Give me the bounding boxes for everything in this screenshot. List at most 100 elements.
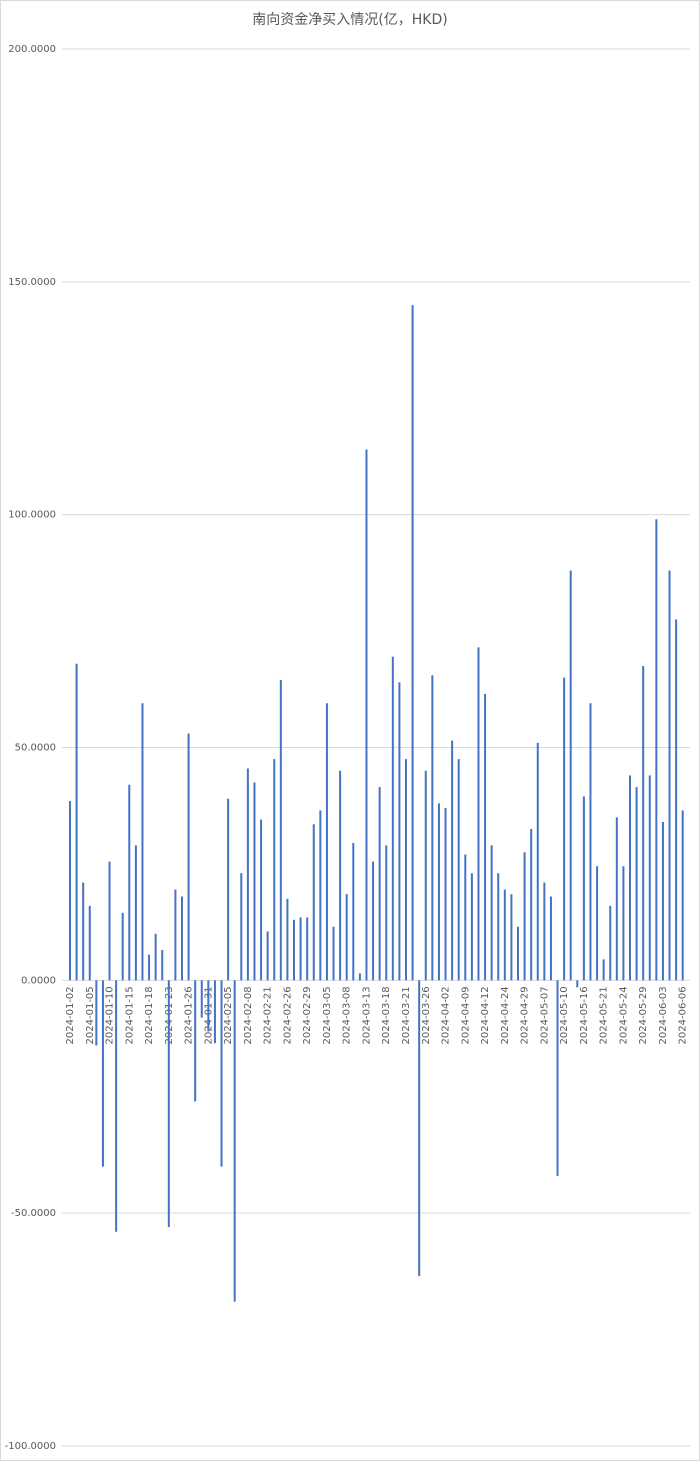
- bar: [648, 775, 651, 981]
- bar: [194, 980, 197, 1102]
- bar: [530, 828, 533, 981]
- y-tick-label: 100.0000: [8, 510, 56, 521]
- bar: [233, 980, 236, 1302]
- bar: [161, 950, 164, 981]
- bar: [681, 810, 684, 981]
- x-tick-label: 2024-02-21: [263, 986, 274, 1044]
- bar: [220, 980, 223, 1167]
- y-tick-label: 0.0000: [21, 975, 56, 986]
- x-tick-label: 2024-01-10: [105, 986, 116, 1044]
- bar: [240, 873, 243, 981]
- bar: [372, 861, 375, 981]
- bar: [75, 663, 78, 981]
- bar: [213, 980, 216, 1044]
- x-tick-label: 2024-05-29: [638, 986, 649, 1044]
- bar: [431, 675, 434, 981]
- bar: [582, 796, 585, 981]
- bar: [655, 519, 658, 981]
- bar: [609, 905, 612, 981]
- x-tick-label: 2024-04-02: [441, 986, 452, 1044]
- bar: [115, 980, 118, 1232]
- x-tick-label: 2024-05-10: [559, 986, 570, 1044]
- x-tick-label: 2024-04-29: [520, 986, 531, 1044]
- bar: [543, 882, 546, 981]
- bar: [101, 980, 104, 1167]
- y-tick-label: -50.0000: [11, 1208, 56, 1219]
- x-tick-label: 2024-05-24: [618, 986, 629, 1044]
- bar: [345, 894, 348, 981]
- bar: [358, 973, 361, 981]
- bar: [273, 759, 276, 981]
- bar: [82, 882, 85, 981]
- bar: [227, 798, 230, 981]
- bar: [134, 845, 137, 981]
- x-tick-label: 2024-03-05: [322, 986, 333, 1044]
- bar: [253, 782, 256, 981]
- bar: [279, 679, 282, 981]
- bar: [628, 775, 631, 981]
- bar: [385, 845, 388, 981]
- bar: [457, 759, 460, 981]
- bar: [411, 305, 414, 981]
- bar: [352, 842, 355, 981]
- x-tick-label: 2024-04-12: [480, 986, 491, 1044]
- bar: [108, 861, 111, 981]
- x-tick-label: 2024-01-15: [124, 986, 135, 1044]
- bar: [675, 619, 678, 981]
- x-tick-label: 2024-05-21: [599, 986, 610, 1044]
- bar: [378, 787, 381, 981]
- bar: [602, 959, 605, 981]
- bar: [306, 917, 309, 981]
- bar: [207, 980, 210, 1032]
- bar: [260, 819, 263, 981]
- bar: [286, 898, 289, 981]
- bar: [292, 919, 295, 981]
- bar: [589, 703, 592, 981]
- bar: [622, 866, 625, 981]
- x-tick-label: 2024-05-16: [579, 986, 590, 1044]
- bar: [516, 926, 519, 981]
- bar: [180, 896, 183, 981]
- bar: [404, 759, 407, 981]
- bar: [200, 980, 203, 1018]
- bar: [576, 980, 579, 988]
- bar: [661, 822, 664, 981]
- bar: [319, 810, 322, 981]
- bar: [497, 873, 500, 981]
- bar: [503, 889, 506, 981]
- bar: [424, 770, 427, 981]
- bar: [148, 954, 151, 981]
- bar: [510, 894, 513, 981]
- x-tick-label: 2024-03-08: [342, 986, 353, 1044]
- bar: [187, 733, 190, 981]
- bar: [642, 666, 645, 981]
- x-tick-label: 2024-02-05: [223, 986, 234, 1044]
- x-tick-label: 2024-03-21: [401, 986, 412, 1044]
- bar: [556, 980, 559, 1176]
- bar: [563, 677, 566, 981]
- bar: [266, 931, 269, 981]
- bar: [523, 852, 526, 981]
- x-tick-label: 2024-04-09: [460, 986, 471, 1044]
- bar: [154, 933, 157, 981]
- x-tick-label: 2024-02-29: [302, 986, 313, 1044]
- bar: [391, 656, 394, 981]
- y-tick-label: 150.0000: [8, 277, 56, 288]
- bar: [444, 808, 447, 981]
- bar: [484, 693, 487, 981]
- bar: [451, 740, 454, 981]
- bar: [246, 768, 249, 981]
- x-tick-label: 2024-02-08: [243, 986, 254, 1044]
- bar: [536, 742, 539, 981]
- bar: [549, 896, 552, 981]
- bar: [398, 682, 401, 981]
- x-tick-label: 2024-05-07: [539, 986, 550, 1044]
- bar: [437, 803, 440, 981]
- x-tick-label: 2024-01-02: [65, 986, 76, 1044]
- x-tick-label: 2024-06-06: [678, 986, 689, 1044]
- x-tick-label: 2024-01-18: [144, 986, 155, 1044]
- bar: [167, 980, 170, 1228]
- x-tick-label: 2024-02-26: [282, 986, 293, 1044]
